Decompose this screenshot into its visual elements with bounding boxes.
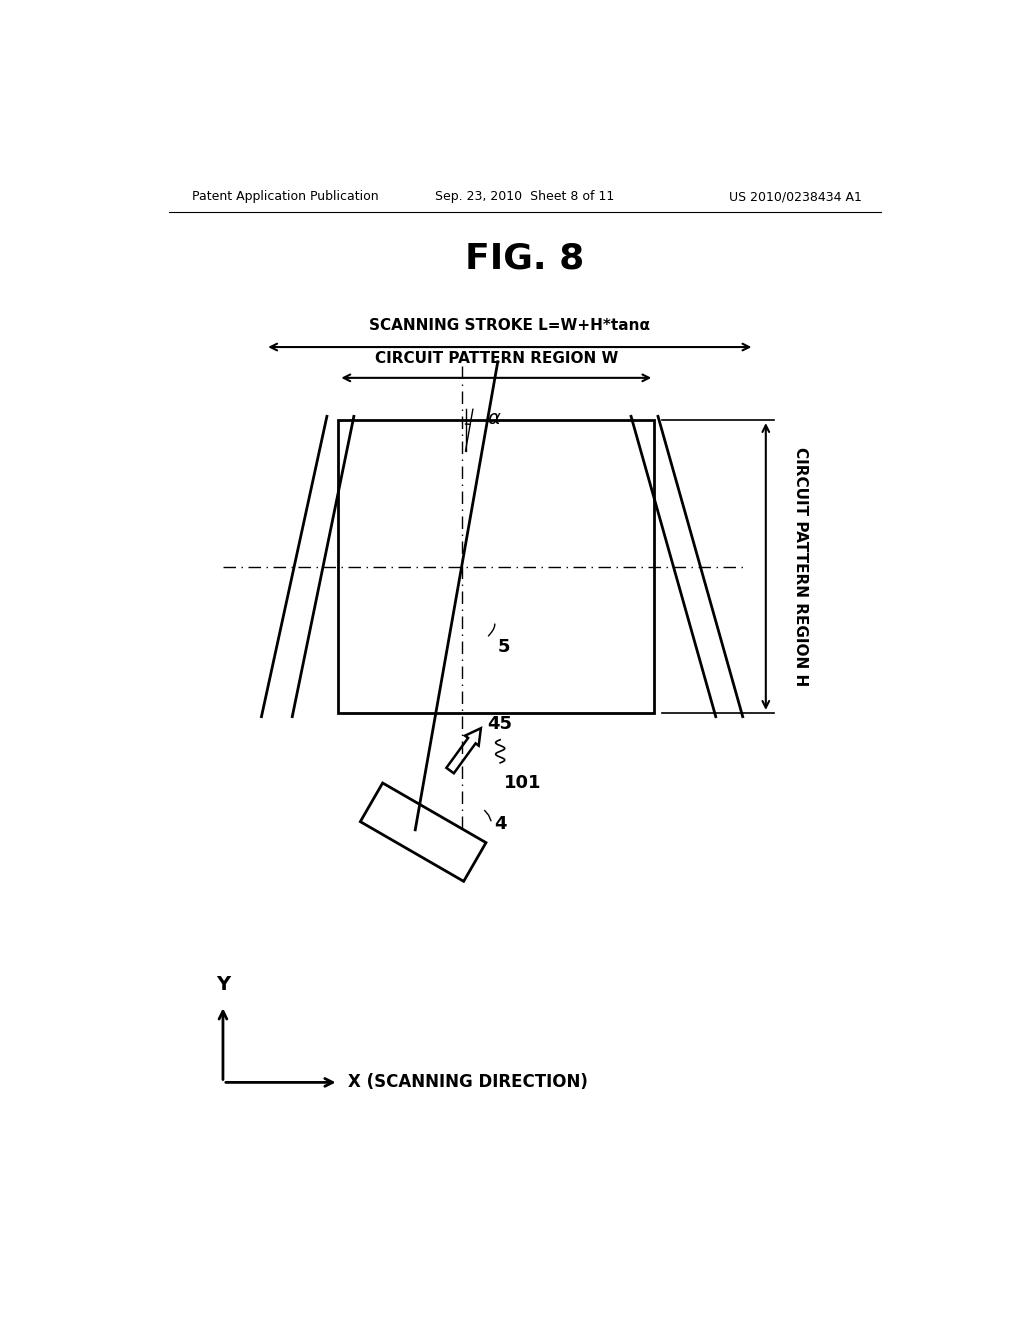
Text: Y: Y: [216, 975, 230, 994]
Text: 5: 5: [498, 639, 510, 656]
Text: 4: 4: [494, 816, 507, 833]
Text: CIRCUIT PATTERN REGION W: CIRCUIT PATTERN REGION W: [375, 351, 618, 367]
Text: X (SCANNING DIRECTION): X (SCANNING DIRECTION): [348, 1073, 588, 1092]
Text: Sep. 23, 2010  Sheet 8 of 11: Sep. 23, 2010 Sheet 8 of 11: [435, 190, 614, 203]
Text: Patent Application Publication: Patent Application Publication: [193, 190, 379, 203]
Text: 45: 45: [487, 715, 512, 734]
Text: 101: 101: [504, 775, 542, 792]
Bar: [339, 420, 654, 713]
Text: CIRCUIT PATTERN REGION H: CIRCUIT PATTERN REGION H: [793, 447, 808, 686]
Text: SCANNING STROKE L=W+H*tanα: SCANNING STROKE L=W+H*tanα: [370, 318, 650, 333]
Text: α: α: [487, 409, 500, 428]
Polygon shape: [446, 729, 481, 774]
Text: FIG. 8: FIG. 8: [465, 242, 585, 276]
Text: US 2010/0238434 A1: US 2010/0238434 A1: [729, 190, 862, 203]
